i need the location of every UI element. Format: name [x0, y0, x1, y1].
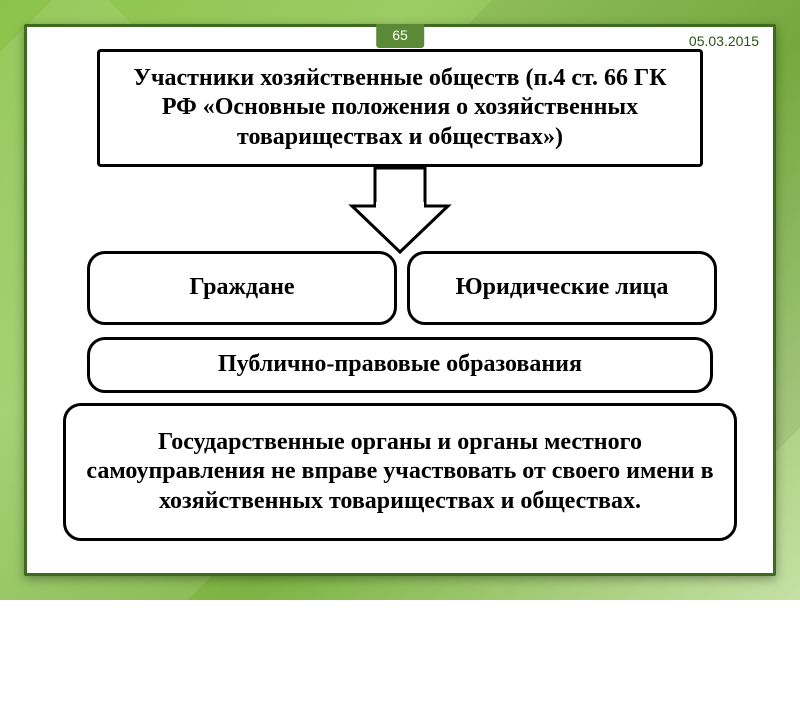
- title-text: Участники хозяйственные обществ (п.4 ст.…: [116, 64, 684, 152]
- diagram-content: Участники хозяйственные обществ (п.4 ст.…: [35, 41, 765, 565]
- title-box: Участники хозяйственные обществ (п.4 ст.…: [97, 49, 703, 167]
- citizens-box: Граждане: [87, 251, 397, 325]
- legal-entities-text: Юридические лица: [456, 273, 669, 302]
- legal-entities-box: Юридические лица: [407, 251, 717, 325]
- gov-bodies-text: Государственные органы и органы местного…: [82, 428, 718, 516]
- citizens-text: Граждане: [189, 273, 294, 302]
- down-arrow: [340, 166, 460, 246]
- slide-frame: 65 05.03.2015 Участники хозяйственные об…: [24, 24, 776, 576]
- public-law-box: Публично-правовые образования: [87, 337, 713, 393]
- public-law-text: Публично-правовые образования: [218, 350, 582, 379]
- gov-bodies-box: Государственные органы и органы местного…: [63, 403, 737, 541]
